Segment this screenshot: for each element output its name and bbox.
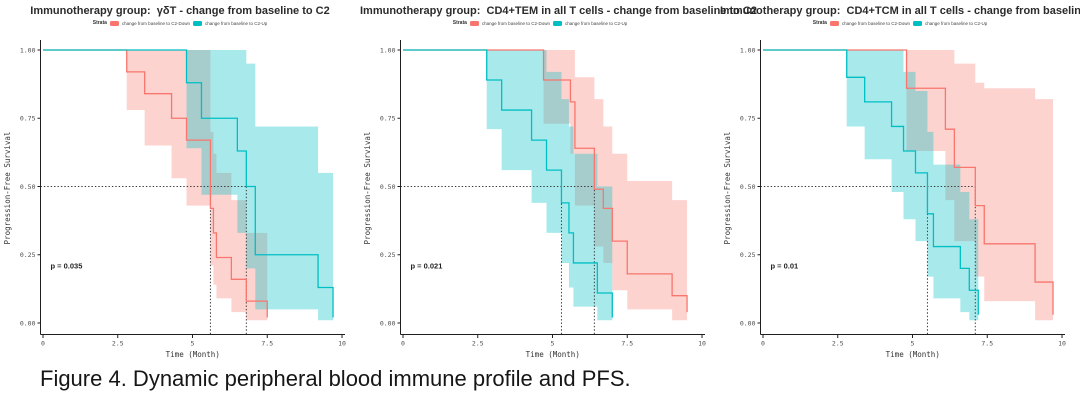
km-panel-gdt: Immunotherapy group: γδT - change from b… [0, 0, 360, 362]
svg-text:10: 10 [1058, 340, 1066, 348]
legend: Strata change from baseline to C2-Down c… [360, 18, 720, 28]
svg-text:1.00: 1.00 [380, 46, 396, 54]
km-band-down [403, 50, 688, 323]
km-chart-gdt: 0.00 0.25 0.50 0.75 1.00 0 2.5 5 7.5 10 p = 0.035 T… [3, 40, 346, 359]
legend-key-up-icon [192, 20, 202, 26]
y-axis-title: Progression-Free Survival [723, 132, 732, 245]
legend-key-down-icon [109, 20, 119, 26]
svg-text:0.50: 0.50 [740, 183, 756, 191]
p-value-label: p = 0.01 [770, 261, 798, 270]
svg-text:1.00: 1.00 [740, 46, 756, 54]
x-axis-title: Time (Month) [166, 350, 220, 359]
y-axis-title: Progression-Free Survival [3, 132, 12, 245]
legend-label-up: change from baseline to C2-Up [564, 20, 628, 26]
svg-text:2.5: 2.5 [472, 340, 484, 348]
km-line-down [43, 49, 268, 318]
legend-key-up-icon [552, 20, 562, 26]
svg-text:0.50: 0.50 [20, 183, 36, 191]
svg-text:1.00: 1.00 [20, 46, 36, 54]
x-axis-title: Time (Month) [886, 350, 940, 359]
svg-text:10: 10 [698, 340, 706, 348]
svg-text:0.00: 0.00 [20, 319, 36, 327]
svg-text:0.00: 0.00 [380, 319, 396, 327]
strata-label: Strata [452, 20, 467, 26]
svg-text:0.75: 0.75 [740, 115, 756, 123]
km-band-up [763, 50, 979, 323]
panel-title: Immunotherapy group: γδT - change from b… [30, 5, 330, 17]
panel-title: Immunotherapy group: CD4+TCM in all T ce… [720, 5, 1080, 17]
strata-label: Strata [92, 20, 107, 26]
legend-label-up: change from baseline to C2-Up [924, 20, 988, 26]
legend-label-down: change from baseline to C2-Down [481, 20, 550, 26]
km-panel-cd4tcm: Immunotherapy group: CD4+TCM in all T ce… [720, 0, 1080, 362]
legend-key-down-icon [829, 20, 839, 26]
km-band-down [43, 50, 268, 323]
p-value-label: p = 0.021 [410, 261, 442, 270]
legend: Strata change from baseline to C2-Down c… [0, 18, 360, 28]
svg-text:0.00: 0.00 [740, 319, 756, 327]
km-chart-cd4tem: 0.00 0.25 0.50 0.75 1.00 0 2.5 5 7.5 10 p = 0.021 T… [363, 40, 706, 359]
svg-text:0.25: 0.25 [380, 251, 396, 259]
svg-text:5: 5 [551, 340, 555, 348]
km-line-up [763, 49, 979, 315]
km-band-up [403, 50, 613, 323]
legend-key-up-icon [912, 20, 922, 26]
svg-text:5: 5 [911, 340, 915, 348]
p-value-label: p = 0.035 [50, 261, 82, 270]
km-line-down [403, 49, 688, 313]
km-line-down [763, 49, 1054, 315]
km-band-down [763, 50, 1054, 323]
km-chart-cd4tcm: 0.00 0.25 0.50 0.75 1.00 0 2.5 5 7.5 10 p = 0.01 Ti… [723, 40, 1066, 359]
x-axis-title: Time (Month) [526, 350, 580, 359]
svg-text:2.5: 2.5 [112, 340, 124, 348]
svg-text:0.25: 0.25 [20, 251, 36, 259]
svg-text:0.75: 0.75 [20, 115, 36, 123]
svg-text:5: 5 [191, 340, 195, 348]
legend-label-down: change from baseline to C2-Down [841, 20, 910, 26]
legend-label-down: change from baseline to C2-Down [121, 20, 190, 26]
svg-text:7.5: 7.5 [621, 340, 633, 348]
legend: Strata change from baseline to C2-Down c… [720, 18, 1080, 28]
svg-text:0: 0 [761, 340, 765, 348]
y-axis-title: Progression-Free Survival [363, 132, 372, 245]
legend-key-down-icon [469, 20, 479, 26]
svg-text:0: 0 [401, 340, 405, 348]
svg-text:7.5: 7.5 [261, 340, 273, 348]
figure-4: Immunotherapy group: γδT - change from b… [0, 0, 1080, 391]
km-line-up [43, 49, 334, 318]
svg-text:10: 10 [338, 340, 346, 348]
svg-text:0.25: 0.25 [740, 251, 756, 259]
km-panel-cd4tem: Immunotherapy group: CD4+TEM in all T ce… [360, 0, 757, 362]
km-line-up [403, 49, 613, 318]
svg-text:0.75: 0.75 [380, 115, 396, 123]
svg-text:0: 0 [41, 340, 45, 348]
figure-caption: Figure 4. Dynamic peripheral blood immun… [40, 366, 631, 391]
svg-text:2.5: 2.5 [832, 340, 844, 348]
strata-label: Strata [812, 20, 827, 26]
km-panels-row: Immunotherapy group: γδT - change from b… [0, 0, 1080, 362]
panel-title: Immunotherapy group: CD4+TEM in all T ce… [360, 5, 757, 17]
svg-text:7.5: 7.5 [981, 340, 993, 348]
svg-text:0.50: 0.50 [380, 183, 396, 191]
legend-label-up: change from baseline to C2-Up [204, 20, 268, 26]
